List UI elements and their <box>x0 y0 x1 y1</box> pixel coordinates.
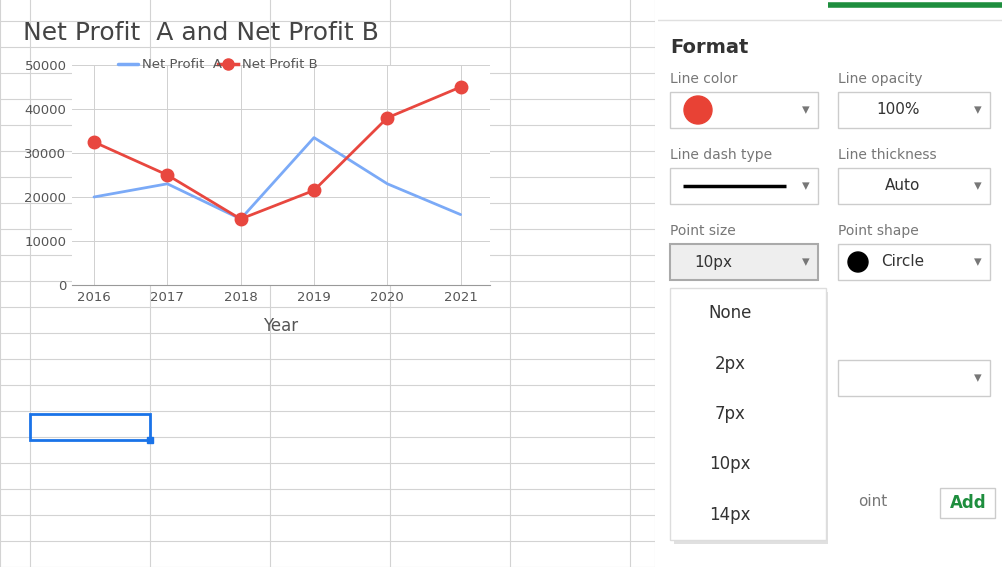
FancyBboxPatch shape <box>837 168 989 204</box>
FancyBboxPatch shape <box>669 92 818 128</box>
Text: ▾: ▾ <box>973 255 981 269</box>
Text: Net Profit  A and Net Profit B: Net Profit A and Net Profit B <box>23 20 378 44</box>
Text: 100%: 100% <box>876 103 919 117</box>
Text: ▾: ▾ <box>802 103 809 117</box>
Text: Line color: Line color <box>669 72 736 86</box>
Text: Point shape: Point shape <box>837 224 918 238</box>
Text: ▾: ▾ <box>802 179 809 193</box>
Text: ▾: ▾ <box>973 179 981 193</box>
FancyBboxPatch shape <box>669 168 818 204</box>
FancyBboxPatch shape <box>673 292 828 544</box>
Text: Auto: Auto <box>885 179 920 193</box>
Bar <box>30 414 150 440</box>
FancyBboxPatch shape <box>669 244 818 280</box>
FancyBboxPatch shape <box>837 92 989 128</box>
Text: Line opacity: Line opacity <box>837 72 922 86</box>
Text: Circle: Circle <box>881 255 924 269</box>
FancyBboxPatch shape <box>837 360 989 396</box>
Text: None: None <box>707 304 750 322</box>
Text: oint: oint <box>857 494 887 510</box>
Text: Net Profit B: Net Profit B <box>241 57 318 70</box>
Text: ▾: ▾ <box>973 103 981 117</box>
Text: Format: Format <box>669 38 747 57</box>
Text: Point size: Point size <box>669 224 735 238</box>
FancyBboxPatch shape <box>837 244 989 280</box>
Text: 10px: 10px <box>693 255 731 269</box>
Text: 14px: 14px <box>708 506 750 524</box>
Text: Line thickness: Line thickness <box>837 148 936 162</box>
Circle shape <box>683 96 711 124</box>
Text: 2px: 2px <box>713 354 744 373</box>
Text: 7px: 7px <box>713 405 744 423</box>
Text: 10px: 10px <box>708 455 750 473</box>
X-axis label: Year: Year <box>264 318 299 336</box>
Text: ▾: ▾ <box>802 255 809 269</box>
Text: Add: Add <box>949 494 985 512</box>
FancyBboxPatch shape <box>669 288 826 540</box>
Text: Net Profit  A: Net Profit A <box>142 57 221 70</box>
Circle shape <box>847 252 867 272</box>
Text: Line dash type: Line dash type <box>669 148 772 162</box>
Text: ▾: ▾ <box>973 370 981 386</box>
FancyBboxPatch shape <box>939 488 994 518</box>
